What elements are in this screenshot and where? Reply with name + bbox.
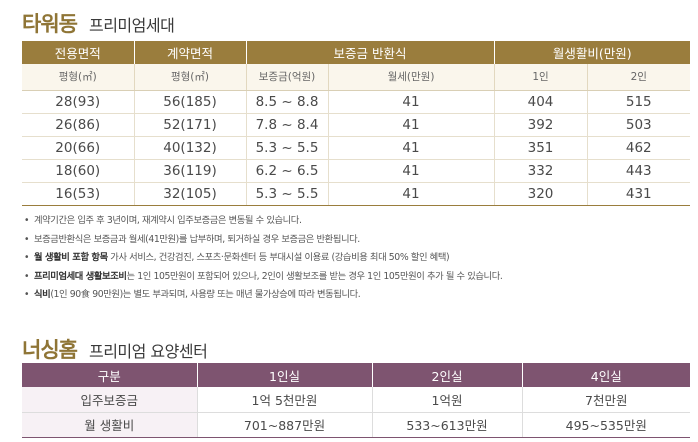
cell-deposit: 5.3 ~ 5.5 bbox=[245, 182, 328, 206]
note-item: • 보증금반환식은 보증금과 월세(41만원)를 납부하며, 퇴거하실 경우 보증… bbox=[24, 231, 692, 250]
cell-contract-area: 56(185) bbox=[133, 90, 246, 114]
note-item: • 프리미엄세대 생활보조비는 1인 105만원이 포함되어 있으나, 2인이 생… bbox=[24, 268, 692, 287]
cell-one-person: 351 bbox=[493, 136, 588, 160]
table-row: 18(60) 36(119) 6.2 ~ 6.5 41 332 443 bbox=[22, 159, 691, 183]
cell-one-person: 404 bbox=[493, 90, 588, 114]
cell-one-person: 392 bbox=[493, 113, 588, 137]
table-header-row: 구분 1인실 2인실 4인실 bbox=[22, 363, 690, 387]
table-row: 16(53) 32(105) 5.3 ~ 5.5 41 320 431 bbox=[22, 182, 691, 206]
subheader-one-person: 1인 bbox=[493, 64, 588, 91]
cell-quad-room: 495~535만원 bbox=[521, 412, 690, 438]
header-contract-area: 계약면적 bbox=[133, 41, 246, 64]
cell-deposit: 6.2 ~ 6.5 bbox=[245, 159, 328, 183]
cell-exclusive-area: 18(60) bbox=[22, 159, 134, 183]
tower-section-title: 타워동 프리미엄세대 bbox=[22, 8, 175, 38]
bullet-icon: • bbox=[24, 233, 30, 245]
cell-one-person: 332 bbox=[493, 159, 588, 183]
note-bold: 월 생활비 포함 항목 bbox=[34, 252, 108, 263]
subheader-pyeong-1: 평형(㎡) bbox=[22, 64, 134, 91]
nursing-title: 너싱홈 bbox=[22, 338, 78, 362]
bullet-icon: • bbox=[24, 252, 30, 263]
subheader-monthly-rent: 월세(만원) bbox=[327, 64, 495, 91]
header-category: 구분 bbox=[22, 363, 197, 387]
nursing-price-table: 구분 1인실 2인실 4인실 입주보증금 1억 5천만원 1억원 7천만원 월 … bbox=[22, 363, 690, 438]
table-subheader-row: 평형(㎡) 평형(㎡) 보증금(억원) 월세(만원) 1인 2인 bbox=[22, 64, 691, 91]
cell-two-person: 443 bbox=[586, 159, 691, 183]
cell-double-room: 533~613만원 bbox=[371, 412, 522, 438]
bullet-icon: • bbox=[24, 270, 30, 282]
header-deposit-return: 보증금 반환식 bbox=[245, 41, 495, 64]
note-text: 는 1인 105만원이 포함되어 있으나, 2인이 생활보조를 받는 경우 1인… bbox=[126, 270, 503, 282]
header-single-room: 1인실 bbox=[196, 363, 372, 387]
notes-list: • 계약기간은 입주 후 3년이며, 재계약시 입주보증금은 변동될 수 있습니다… bbox=[24, 212, 692, 305]
table-row: 입주보증금 1억 5천만원 1억원 7천만원 bbox=[22, 387, 690, 413]
subheader-pyeong-2: 평형(㎡) bbox=[133, 64, 246, 91]
note-text: 계약기간은 입주 후 3년이며, 재계약시 입주보증금은 변동될 수 있습니다. bbox=[34, 215, 302, 226]
cell-monthly-rent: 41 bbox=[327, 90, 495, 114]
cell-exclusive-area: 16(53) bbox=[22, 182, 134, 206]
subheader-deposit: 보증금(억원) bbox=[245, 64, 328, 91]
nursing-section-title: 너싱홈 프리미엄 요양센터 bbox=[22, 334, 208, 364]
cell-deposit: 8.5 ~ 8.8 bbox=[245, 90, 328, 114]
cell-double-room: 1억원 bbox=[371, 387, 522, 413]
note-item: • 월 생활비 포함 항목 가사 서비스, 건강검진, 스포츠·문화센터 등 부대… bbox=[24, 249, 692, 268]
note-text: 가사 서비스, 건강검진, 스포츠·문화센터 등 부대시설 이용료 (강습비용 … bbox=[107, 252, 450, 263]
cell-contract-area: 36(119) bbox=[133, 159, 246, 183]
cell-two-person: 462 bbox=[586, 136, 691, 160]
header-monthly-cost: 월생활비(만원) bbox=[493, 41, 691, 64]
tower-title: 타워동 bbox=[22, 12, 78, 36]
tower-price-table: 전용면적 계약면적 보증금 반환식 월생활비(만원) 평형(㎡) 평형(㎡) 보… bbox=[22, 41, 691, 206]
cell-two-person: 431 bbox=[586, 182, 691, 206]
note-text: 보증금반환식은 보증금과 월세(41만원)를 납부하며, 퇴거하실 경우 보증금… bbox=[34, 233, 360, 245]
cell-contract-area: 40(132) bbox=[133, 136, 246, 160]
cell-exclusive-area: 20(66) bbox=[22, 136, 134, 160]
header-exclusive-area: 전용면적 bbox=[22, 41, 134, 64]
cell-monthly-rent: 41 bbox=[327, 182, 495, 206]
cell-two-person: 503 bbox=[586, 113, 691, 137]
table-row: 20(66) 40(132) 5.3 ~ 5.5 41 351 462 bbox=[22, 136, 691, 160]
cell-deposit: 7.8 ~ 8.4 bbox=[245, 113, 328, 137]
cell-category: 월 생활비 bbox=[22, 412, 197, 438]
bullet-icon: • bbox=[24, 289, 30, 300]
table-row: 28(93) 56(185) 8.5 ~ 8.8 41 404 515 bbox=[22, 90, 691, 114]
cell-two-person: 515 bbox=[586, 90, 691, 114]
cell-exclusive-area: 28(93) bbox=[22, 90, 134, 114]
cell-contract-area: 32(105) bbox=[133, 182, 246, 206]
subheader-two-person: 2인 bbox=[586, 64, 691, 91]
cell-category: 입주보증금 bbox=[22, 387, 197, 413]
cell-monthly-rent: 41 bbox=[327, 113, 495, 137]
cell-single-room: 701~887만원 bbox=[196, 412, 372, 438]
note-item: • 계약기간은 입주 후 3년이며, 재계약시 입주보증금은 변동될 수 있습니다… bbox=[24, 212, 692, 231]
header-quad-room: 4인실 bbox=[521, 363, 690, 387]
cell-monthly-rent: 41 bbox=[327, 159, 495, 183]
note-text: (1인 90食 90만원)는 별도 부과되며, 사용량 또는 매년 물가상승에 … bbox=[50, 289, 361, 300]
cell-quad-room: 7천만원 bbox=[521, 387, 690, 413]
cell-single-room: 1억 5천만원 bbox=[196, 387, 372, 413]
cell-monthly-rent: 41 bbox=[327, 136, 495, 160]
tower-subtitle: 프리미엄세대 bbox=[88, 16, 175, 35]
nursing-subtitle: 프리미엄 요양센터 bbox=[88, 342, 208, 361]
bullet-icon: • bbox=[24, 215, 30, 226]
header-double-room: 2인실 bbox=[371, 363, 522, 387]
cell-deposit: 5.3 ~ 5.5 bbox=[245, 136, 328, 160]
cell-exclusive-area: 26(86) bbox=[22, 113, 134, 137]
table-row: 26(86) 52(171) 7.8 ~ 8.4 41 392 503 bbox=[22, 113, 691, 137]
table-row: 월 생활비 701~887만원 533~613만원 495~535만원 bbox=[22, 412, 690, 438]
note-bold: 식비 bbox=[34, 289, 51, 300]
note-item: • 식비(1인 90食 90만원)는 별도 부과되며, 사용량 또는 매년 물가상… bbox=[24, 286, 692, 305]
cell-contract-area: 52(171) bbox=[133, 113, 246, 137]
table-header-row: 전용면적 계약면적 보증금 반환식 월생활비(만원) bbox=[22, 41, 691, 64]
cell-one-person: 320 bbox=[493, 182, 588, 206]
note-bold: 프리미엄세대 생활보조비 bbox=[34, 270, 127, 282]
